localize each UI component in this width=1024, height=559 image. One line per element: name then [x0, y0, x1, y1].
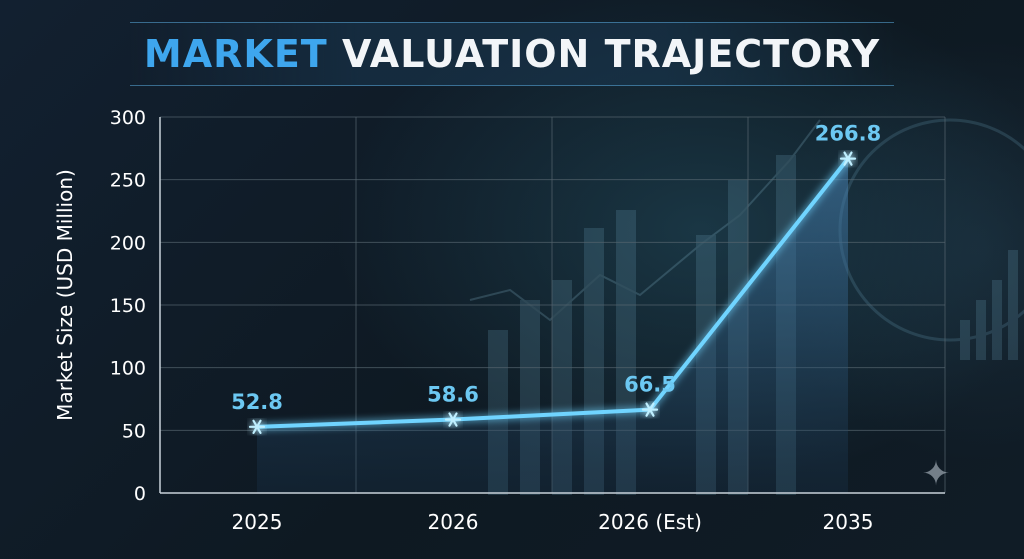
data-point — [444, 412, 462, 427]
data-line — [256, 157, 850, 429]
data-label: 66.5 — [624, 373, 676, 397]
data-label: 52.8 — [231, 390, 283, 414]
y-tick-label: 150 — [110, 295, 146, 317]
title-accent: MARKET — [143, 32, 328, 76]
y-tick-label: 100 — [110, 358, 146, 380]
title-rest: VALUATION TRAJECTORY — [341, 32, 881, 76]
data-point — [641, 402, 659, 417]
deco-trend-line — [469, 119, 821, 322]
series-line — [256, 157, 850, 429]
marker-stroke — [448, 412, 458, 427]
x-tick-label: 2026 (Est) — [598, 510, 702, 534]
y-axis-label: Market Size (USD Million) — [53, 169, 77, 421]
y-tick-label: 50 — [122, 420, 146, 442]
deco-bar — [976, 300, 986, 360]
chart-title: MARKET VALUATION TRAJECTORY — [130, 23, 894, 85]
x-tick-label: 2035 — [823, 510, 874, 534]
deco-bar — [992, 280, 1002, 360]
y-tick-label: 250 — [110, 170, 146, 192]
chart-axes — [159, 117, 945, 494]
y-axis-ticks: 0 50 100 150 200 250 300 — [110, 107, 146, 505]
data-labels: 52.8 58.6 66.5 266.8 — [231, 122, 881, 414]
deco-bar — [960, 320, 970, 360]
data-markers — [248, 151, 857, 434]
data-label: 266.8 — [815, 122, 881, 146]
title-banner: MARKET VALUATION TRAJECTORY — [130, 22, 894, 86]
data-point — [839, 151, 857, 166]
sparkle-icon: ✦ — [921, 455, 951, 493]
x-axis-ticks: 2025 2026 2026 (Est) 2035 — [232, 510, 874, 534]
data-point — [248, 419, 266, 434]
y-tick-label: 200 — [110, 232, 146, 254]
deco-bar — [1008, 250, 1018, 360]
marker-stroke — [252, 419, 262, 434]
y-tick-label: 300 — [110, 107, 146, 129]
area-fill — [257, 158, 848, 494]
y-tick-label: 0 — [134, 483, 146, 505]
area-shape — [257, 158, 848, 494]
x-tick-label: 2026 — [428, 510, 479, 534]
marker-stroke — [843, 151, 853, 166]
marker-stroke — [645, 402, 655, 417]
x-tick-label: 2025 — [232, 510, 283, 534]
data-label: 58.6 — [427, 383, 479, 407]
